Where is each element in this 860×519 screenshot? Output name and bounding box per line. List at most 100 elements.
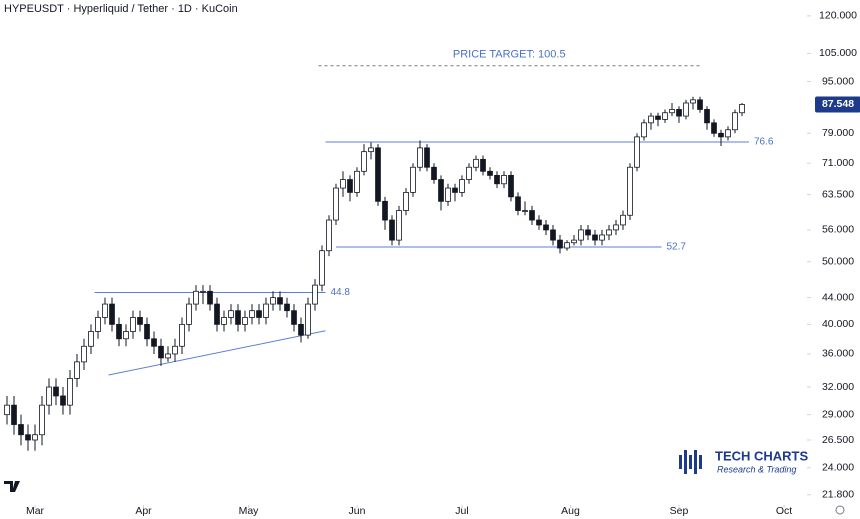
- candle-body: [389, 219, 395, 241]
- candle-body: [193, 290, 199, 305]
- chart-title: HYPEUSDT · Hyperliquid / Tether · 1D · K…: [4, 3, 238, 15]
- candle-body: [53, 386, 59, 397]
- candle-body: [536, 219, 542, 226]
- candle-body: [466, 166, 472, 180]
- candle-body: [4, 404, 10, 416]
- candle-body: [354, 170, 360, 193]
- candle-body: [704, 109, 710, 124]
- brand-name: TECH CHARTS: [715, 448, 808, 463]
- candle-body: [557, 239, 563, 249]
- candle-body: [410, 166, 416, 193]
- candle-body: [578, 229, 584, 241]
- y-tick-label: 24.000: [822, 462, 854, 474]
- x-tick-label: May: [239, 505, 260, 517]
- candle-body: [319, 250, 325, 286]
- candle-body: [718, 132, 724, 138]
- candle-body: [242, 317, 248, 325]
- candle-body: [543, 224, 549, 231]
- candle-body: [732, 112, 738, 131]
- tv-logo: [4, 481, 20, 492]
- candle-body: [151, 338, 157, 347]
- candle-body: [592, 234, 598, 241]
- candle-body: [676, 109, 682, 117]
- candle-body: [81, 345, 87, 363]
- candle-body: [606, 229, 612, 236]
- y-tick-label: 50.000: [822, 256, 854, 268]
- candle-body: [487, 170, 493, 176]
- candle-body: [382, 200, 388, 221]
- candle-body: [67, 377, 73, 406]
- candle-body: [501, 174, 507, 185]
- candle-body: [144, 323, 150, 340]
- candle-body: [613, 224, 619, 231]
- candle-body: [725, 129, 731, 138]
- candle-body: [445, 187, 451, 202]
- candle-body: [494, 174, 500, 185]
- candle-body: [39, 404, 45, 436]
- candle-body: [571, 239, 577, 244]
- candle-body: [522, 210, 528, 212]
- candle-body: [25, 434, 31, 441]
- candle-body: [207, 290, 213, 305]
- settings-icon[interactable]: [835, 505, 845, 515]
- candle-body: [585, 229, 591, 236]
- candle-body: [214, 303, 220, 325]
- y-tick-label: 40.000: [822, 318, 854, 330]
- candle-body: [473, 158, 479, 168]
- level-label: 44.8: [331, 287, 351, 298]
- x-tick-label: Mar: [26, 505, 45, 517]
- candle-body: [515, 196, 521, 211]
- candle-body: [298, 323, 304, 336]
- y-tick-label: 95.000: [822, 75, 854, 87]
- brand-logo: TECH CHARTS Research & Trading: [679, 448, 808, 474]
- candle-body: [172, 345, 178, 355]
- candle-body: [312, 284, 318, 305]
- candle-body: [277, 297, 283, 305]
- candle-body: [690, 99, 696, 104]
- y-tick-label: 120.000: [819, 10, 857, 22]
- candle-body: [340, 179, 346, 189]
- candle-body: [179, 323, 185, 347]
- candle-body: [347, 179, 353, 193]
- candle-body: [18, 424, 24, 436]
- candle-body: [88, 331, 94, 347]
- candle-body: [74, 361, 80, 379]
- candle-body: [396, 210, 402, 241]
- candle-body: [291, 310, 297, 325]
- y-tick-label: 79.000: [822, 127, 854, 139]
- candle-body: [452, 187, 458, 193]
- candle-body: [431, 166, 437, 180]
- candle-body: [634, 136, 640, 168]
- candle-body: [256, 310, 262, 318]
- candle-body: [11, 404, 17, 425]
- candle-body: [109, 303, 115, 325]
- y-tick-label: 56.000: [822, 224, 854, 236]
- y-tick-label: 21.800: [822, 489, 854, 501]
- y-tick-label: 29.000: [822, 408, 854, 420]
- y-tick-label: 63.500: [822, 188, 854, 200]
- candle-body: [739, 104, 745, 114]
- x-tick-label: Aug: [561, 505, 580, 517]
- candle-body: [263, 303, 269, 318]
- candle-body: [326, 219, 332, 252]
- candle-body: [305, 303, 311, 336]
- candle-body: [564, 242, 570, 249]
- candle-body: [403, 192, 409, 211]
- candle-body: [711, 122, 717, 134]
- candle-body: [655, 115, 661, 120]
- candle-body: [438, 179, 444, 202]
- candle-body: [459, 179, 465, 193]
- candle-body: [95, 317, 101, 332]
- candle-body: [270, 297, 276, 305]
- candle-body: [158, 345, 164, 359]
- candle-body: [480, 158, 486, 172]
- candle-body: [102, 303, 108, 318]
- candle-body: [417, 147, 423, 168]
- candle-body: [130, 317, 136, 332]
- y-tick-label: 44.000: [822, 291, 854, 303]
- candle-body: [529, 210, 535, 221]
- x-tick-label: Apr: [135, 505, 152, 517]
- candle-body: [669, 109, 675, 114]
- candle-body: [375, 147, 381, 202]
- y-tick-label: 105.000: [819, 47, 857, 59]
